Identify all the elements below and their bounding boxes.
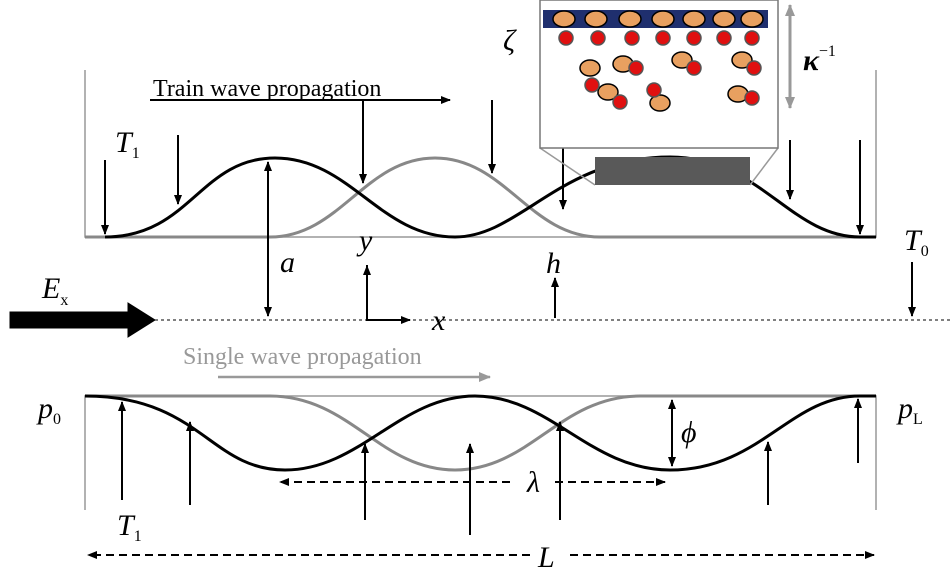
centerline [9,161,951,338]
p0-label: p0 [36,392,61,428]
t1-bottom: T1 [117,509,142,545]
p-sub: L [913,411,923,428]
kappa: κ−1 [803,43,836,77]
bottom-channel [84,372,877,559]
zeta: ζ [503,24,517,57]
p-base: p [36,392,53,425]
x-label: x [431,304,446,337]
t0: T0 [904,224,929,260]
t-sub: 0 [921,243,929,260]
phi-label: ϕ [681,416,697,449]
y-label: y [356,224,373,257]
top-channel [84,70,877,239]
p-base: p [896,392,913,425]
a-label: a [280,246,295,279]
e-base: E [41,272,60,305]
e-sub: x [60,292,68,309]
p-sub: 0 [53,411,61,428]
single-wave-label: Single wave propagation [183,344,422,370]
train-wave-label: Train wave propagation [153,76,381,102]
kappa-base: κ [803,44,820,77]
l-label: L [537,541,555,574]
t-sub: 1 [132,145,140,162]
kappa-sup: −1 [819,43,836,60]
t-base: T [904,224,923,257]
ex-label: Ex [41,272,68,309]
t-base: T [117,509,136,542]
t1-top: T1 [115,126,140,162]
pl-label: pL [896,392,923,428]
h-label: h [546,247,561,280]
t-base: T [115,126,134,159]
inset [539,0,795,186]
lambda-label: λ [526,466,540,499]
t-sub: 1 [134,528,142,545]
